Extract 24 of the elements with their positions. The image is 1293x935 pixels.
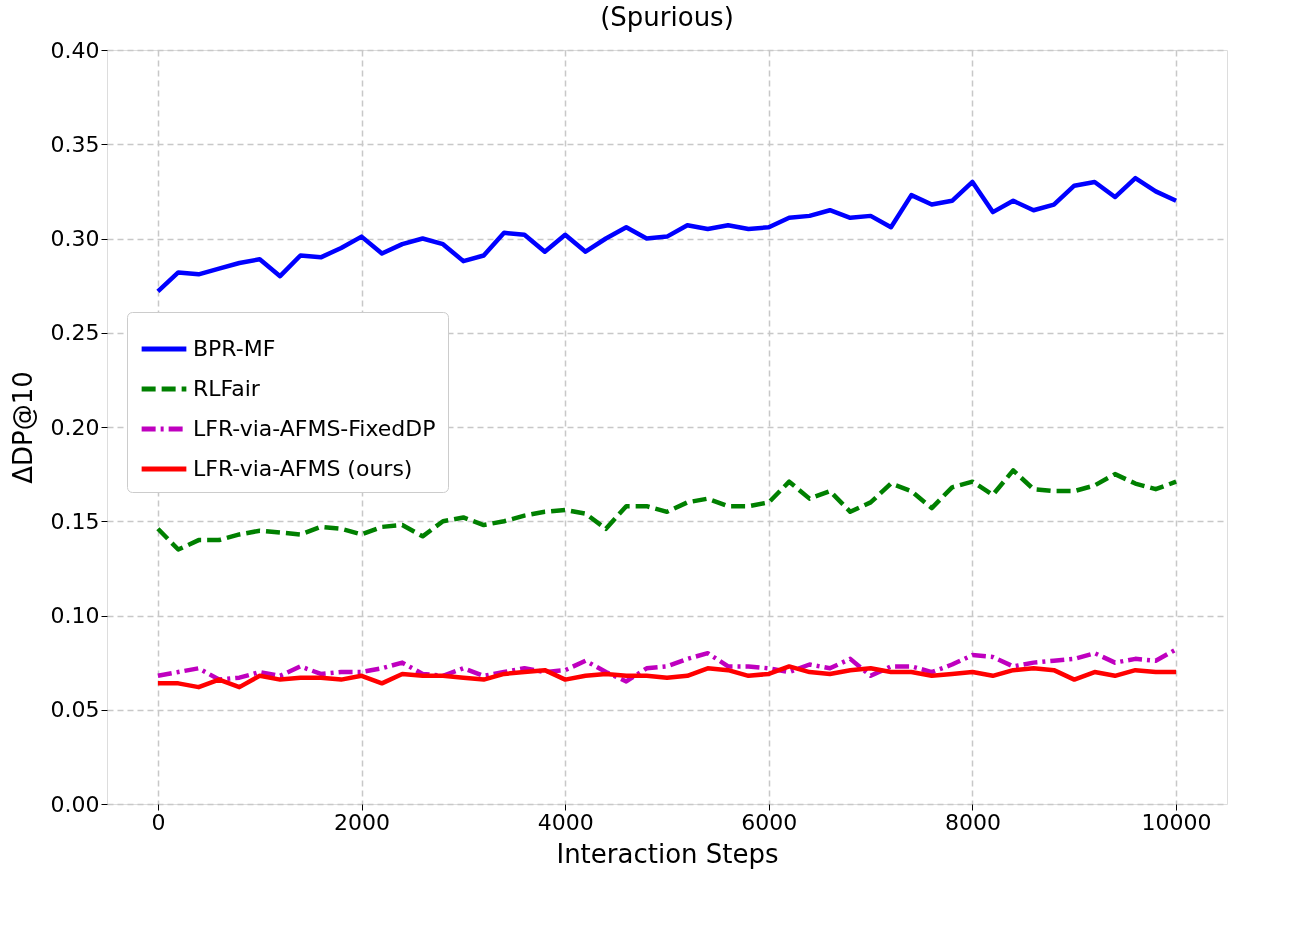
x-tick-label: 6000 [741, 809, 798, 835]
x-tick-label: 10000 [1141, 809, 1212, 835]
x-axis-title: Interaction Steps [556, 838, 779, 869]
y-tick-label: 0.15 [50, 508, 100, 534]
x-tick-label: 0 [151, 809, 166, 835]
y-tick-label: 0.10 [50, 603, 100, 628]
line-series [155, 175, 1179, 294]
line-series [155, 664, 1179, 690]
y-tick-label: 0.30 [50, 226, 100, 251]
x-tick-label: 4000 [537, 809, 594, 835]
legend-label: BPR-MF [193, 336, 276, 361]
legend-label: RLFair [193, 376, 261, 401]
chart-title: (Spurious) [600, 2, 734, 32]
legend-label: LFR-via-AFMS (ours) [193, 456, 413, 481]
y-tick-label: 0.05 [50, 697, 100, 723]
y-tick-label: 0.20 [50, 414, 100, 440]
y-tick-label: 0.35 [50, 131, 100, 157]
y-tick-label: 0.40 [50, 37, 100, 63]
x-tick-label: 8000 [944, 809, 1001, 835]
x-tick-label: 2000 [334, 809, 391, 835]
y-axis-title: ΔDP@10 [7, 371, 38, 484]
y-tick-label: 0.25 [50, 320, 100, 346]
legend-label: LFR-via-AFMS-FixedDP [193, 416, 436, 441]
y-tick-label: 0.00 [50, 791, 100, 817]
